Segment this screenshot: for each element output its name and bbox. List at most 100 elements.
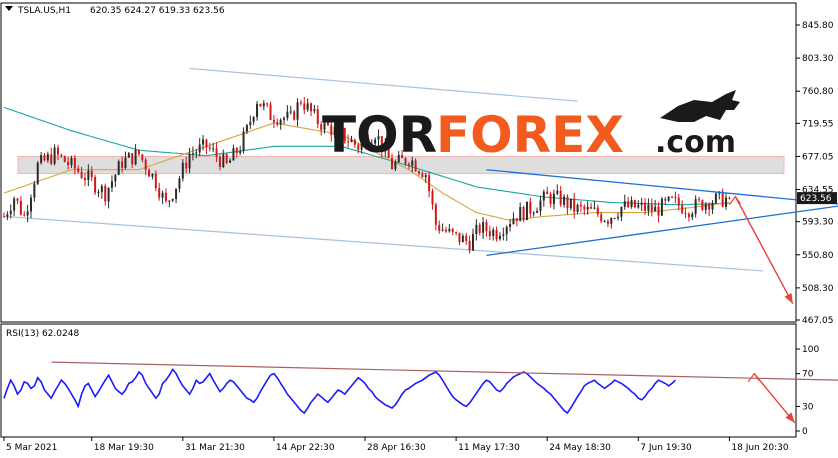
candle-body xyxy=(40,155,43,163)
candle-body xyxy=(448,228,451,232)
triangle-lower-line xyxy=(486,205,838,257)
candle-body xyxy=(100,186,103,193)
rsi-tick-label: 70 xyxy=(802,370,814,380)
candle-body xyxy=(461,235,464,243)
candle-body xyxy=(353,139,356,145)
candle-body xyxy=(637,204,640,208)
price-tick-label: 677.05 xyxy=(802,152,834,162)
candle-body xyxy=(539,200,542,211)
candle-body xyxy=(644,202,647,211)
candle-body xyxy=(347,141,350,143)
rsi-forecast-arrow xyxy=(753,373,796,424)
candle-body xyxy=(566,196,569,209)
rsi-panel xyxy=(0,323,797,438)
candle-body xyxy=(401,155,404,159)
candle-body xyxy=(212,148,215,150)
triangle-upper-line xyxy=(486,169,838,205)
candle-body xyxy=(559,190,562,205)
candle-body xyxy=(337,126,340,128)
candle-body xyxy=(43,155,46,161)
candle-body xyxy=(286,111,289,118)
candle-body xyxy=(654,206,657,212)
candle-body xyxy=(552,193,555,204)
candle-body xyxy=(613,218,616,220)
candle-body xyxy=(502,234,505,236)
candle-body xyxy=(357,144,360,150)
candle-body xyxy=(667,196,670,201)
price-tick-label: 550.80 xyxy=(802,251,834,261)
candle-body xyxy=(26,211,29,216)
candle-body xyxy=(573,198,576,212)
candle-body xyxy=(23,214,26,216)
candle-body xyxy=(259,103,262,107)
candle-body xyxy=(569,198,572,209)
candle-body xyxy=(434,204,437,225)
candle-body xyxy=(161,192,164,198)
candle-body xyxy=(148,169,151,177)
candle-body xyxy=(721,191,724,207)
candle-body xyxy=(471,234,474,251)
candle-body xyxy=(117,161,120,175)
time-tick-label: 11 May 17:30 xyxy=(458,443,520,453)
candle-body xyxy=(444,229,447,232)
candle-body xyxy=(262,103,265,107)
candle-body xyxy=(633,200,636,208)
price-tick-label: 803.30 xyxy=(802,54,834,64)
candle-body xyxy=(492,229,495,237)
candle-body xyxy=(202,139,205,145)
candle-body xyxy=(16,198,19,201)
candle-body xyxy=(134,150,137,165)
candle-body xyxy=(657,206,660,216)
candle-body xyxy=(610,218,613,224)
candle-body xyxy=(191,153,194,155)
ma-fast-line xyxy=(3,122,730,221)
candle-body xyxy=(144,159,147,170)
candle-body xyxy=(391,157,393,170)
candle-body xyxy=(451,228,454,233)
candle-body xyxy=(664,198,667,201)
candle-body xyxy=(205,139,208,148)
candle-body xyxy=(168,200,171,202)
candle-body xyxy=(296,102,299,120)
candle-body xyxy=(677,197,680,206)
candle-body xyxy=(647,204,650,211)
candle-body xyxy=(279,119,282,125)
candle-body xyxy=(77,168,80,172)
candle-body xyxy=(620,206,623,217)
collapse-triangle-icon xyxy=(5,6,13,11)
rsi-line xyxy=(3,368,676,415)
candle-body xyxy=(127,153,130,158)
candle-body xyxy=(542,191,545,201)
candle-body xyxy=(380,136,383,152)
candle-body xyxy=(222,154,225,168)
logo-com: .com xyxy=(655,125,736,160)
candle-body xyxy=(154,173,157,189)
candle-body xyxy=(691,213,694,218)
candle-body xyxy=(515,218,518,222)
candle-body xyxy=(181,162,184,179)
candle-body xyxy=(232,148,235,161)
candle-body xyxy=(593,207,596,209)
logo-forex: FOREX xyxy=(436,106,624,164)
candle-body xyxy=(728,197,731,199)
candle-body xyxy=(725,197,728,207)
candle-body xyxy=(131,153,134,165)
candle-body xyxy=(110,181,113,188)
candle-body xyxy=(617,216,620,219)
candle-body xyxy=(579,204,582,207)
candle-body xyxy=(188,154,191,169)
candle-body xyxy=(80,171,83,179)
candle-body xyxy=(674,197,677,199)
candle-body xyxy=(428,175,431,192)
candle-body xyxy=(185,162,188,169)
candle-body xyxy=(29,197,32,212)
candle-body xyxy=(283,117,286,120)
candle-body xyxy=(411,160,414,166)
bull-icon xyxy=(660,90,740,122)
price-tick-label: 634.55 xyxy=(802,186,834,196)
candle-body xyxy=(245,125,248,132)
lower-channel-line xyxy=(3,215,764,272)
rsi-label: RSI(13) 62.0248 xyxy=(6,329,79,339)
candle-body xyxy=(151,173,154,177)
